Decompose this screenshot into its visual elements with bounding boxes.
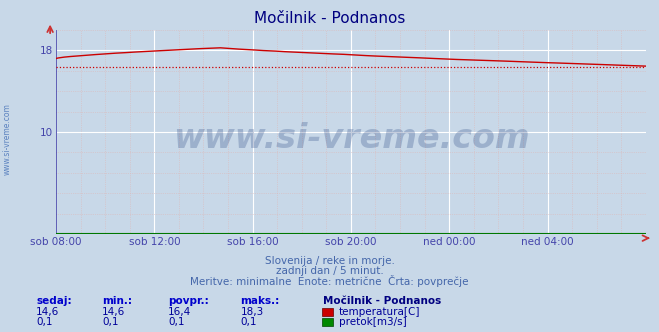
Text: Močilnik - Podnanos: Močilnik - Podnanos — [323, 296, 441, 306]
Text: 14,6: 14,6 — [36, 307, 59, 317]
Text: Meritve: minimalne  Enote: metrične  Črta: povprečje: Meritve: minimalne Enote: metrične Črta:… — [190, 275, 469, 287]
Text: povpr.:: povpr.: — [168, 296, 209, 306]
Text: pretok[m3/s]: pretok[m3/s] — [339, 317, 407, 327]
Text: zadnji dan / 5 minut.: zadnji dan / 5 minut. — [275, 266, 384, 276]
Text: min.:: min.: — [102, 296, 132, 306]
Text: 14,6: 14,6 — [102, 307, 125, 317]
Text: 0,1: 0,1 — [168, 317, 185, 327]
Text: temperatura[C]: temperatura[C] — [339, 307, 420, 317]
Text: Močilnik - Podnanos: Močilnik - Podnanos — [254, 11, 405, 26]
Text: Slovenija / reke in morje.: Slovenija / reke in morje. — [264, 256, 395, 266]
Text: 0,1: 0,1 — [102, 317, 119, 327]
Text: sedaj:: sedaj: — [36, 296, 72, 306]
Text: maks.:: maks.: — [241, 296, 280, 306]
Text: 0,1: 0,1 — [36, 317, 53, 327]
Text: 18,3: 18,3 — [241, 307, 264, 317]
Text: 16,4: 16,4 — [168, 307, 191, 317]
Text: 0,1: 0,1 — [241, 317, 257, 327]
Text: www.si-vreme.com: www.si-vreme.com — [173, 122, 529, 155]
Text: www.si-vreme.com: www.si-vreme.com — [3, 104, 12, 175]
